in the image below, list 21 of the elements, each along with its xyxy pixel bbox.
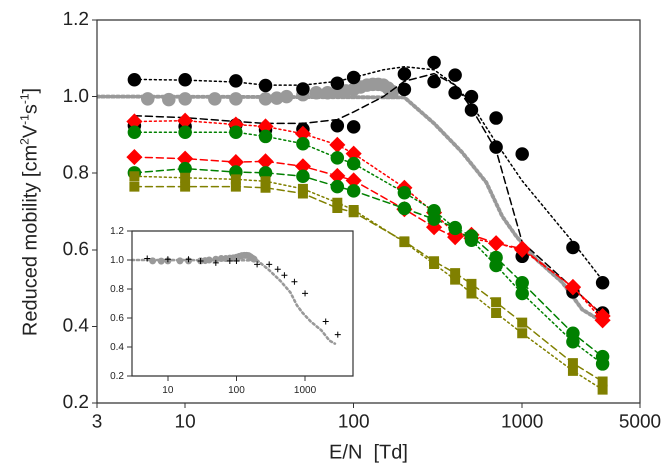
x-tick-label: 10 bbox=[162, 384, 174, 396]
x-tick-label: 100 bbox=[228, 384, 246, 396]
y-tick-label: 1.2 bbox=[110, 226, 124, 237]
x-tick-label: 10 bbox=[174, 412, 196, 433]
y-tick-label: 1.2 bbox=[62, 9, 89, 30]
y-tick-label: 0.6 bbox=[62, 239, 89, 260]
x-axis-title: E/N [Td] bbox=[329, 442, 408, 464]
y-tick-label: 0.2 bbox=[110, 370, 124, 382]
y-tick-label: 0.6 bbox=[110, 312, 124, 324]
y-tick-label: 0.4 bbox=[62, 316, 90, 337]
x-tick-label: 3 bbox=[92, 412, 102, 433]
y-tick-label: 1.0 bbox=[62, 86, 89, 107]
x-tick-label: 1000 bbox=[501, 412, 544, 433]
y-tick-label: 0.8 bbox=[62, 162, 89, 184]
x-tick-label: 5000 bbox=[618, 412, 662, 433]
y-tick-label: 0.2 bbox=[62, 392, 89, 414]
x-tick-label: 100 bbox=[338, 412, 370, 433]
x-tick-label: 1000 bbox=[294, 384, 317, 396]
y-tick-label: 1.0 bbox=[110, 254, 124, 266]
y-tick-label: 0.8 bbox=[110, 284, 124, 295]
y-tick-label: 0.4 bbox=[110, 342, 124, 353]
